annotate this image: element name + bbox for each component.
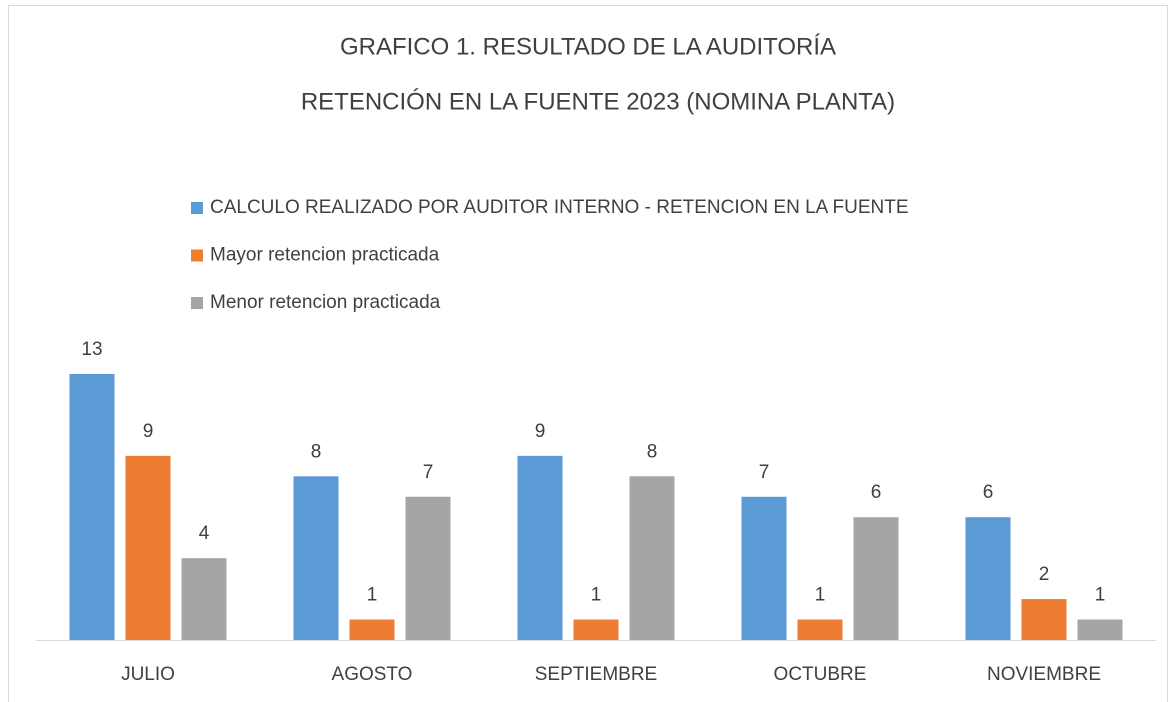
legend-swatch xyxy=(191,249,203,262)
x-tick-label: OCTUBRE xyxy=(774,664,867,685)
x-tick-label: JULIO xyxy=(121,664,175,685)
bar xyxy=(629,476,675,640)
data-label: 8 xyxy=(647,441,658,462)
data-label: 1 xyxy=(1095,585,1106,606)
x-tick-label: NOVIEMBRE xyxy=(987,664,1101,685)
data-label: 4 xyxy=(199,523,210,544)
bar xyxy=(405,496,451,640)
legend-swatch xyxy=(191,202,203,214)
data-label: 1 xyxy=(815,585,826,606)
bar xyxy=(797,619,843,640)
data-label: 1 xyxy=(367,585,378,606)
bar xyxy=(853,517,899,640)
chart-title: GRAFICO 1. RESULTADO DE LA AUDITORÍA xyxy=(340,33,836,60)
bar xyxy=(349,619,395,640)
bar xyxy=(293,476,339,640)
bar xyxy=(125,455,171,640)
data-label: 9 xyxy=(143,421,154,442)
data-label: 1 xyxy=(591,585,602,606)
bar xyxy=(1077,619,1123,640)
data-label: 6 xyxy=(871,482,882,503)
bar xyxy=(965,517,1011,640)
bar xyxy=(69,374,115,640)
data-label: 8 xyxy=(311,441,322,462)
data-label: 9 xyxy=(535,421,546,442)
legend-label: Menor retencion practicada xyxy=(210,292,441,313)
data-label: 7 xyxy=(759,462,770,483)
bar xyxy=(181,558,227,640)
chart-title: RETENCIÓN EN LA FUENTE 2023 (NOMINA PLAN… xyxy=(301,88,895,115)
x-tick-label: SEPTIEMBRE xyxy=(535,664,657,685)
data-label: 2 xyxy=(1039,564,1050,585)
data-label: 6 xyxy=(983,482,994,503)
legend-label: Mayor retencion practicada xyxy=(210,245,440,266)
data-label: 7 xyxy=(423,462,434,483)
legend-swatch xyxy=(191,297,203,309)
legend-label: CALCULO REALIZADO POR AUDITOR INTERNO - … xyxy=(210,197,909,218)
bar xyxy=(573,619,619,640)
bar xyxy=(517,455,563,640)
bar xyxy=(1021,599,1067,640)
x-tick-label: AGOSTO xyxy=(332,664,413,685)
bar xyxy=(741,496,787,640)
data-label: 13 xyxy=(81,339,102,360)
